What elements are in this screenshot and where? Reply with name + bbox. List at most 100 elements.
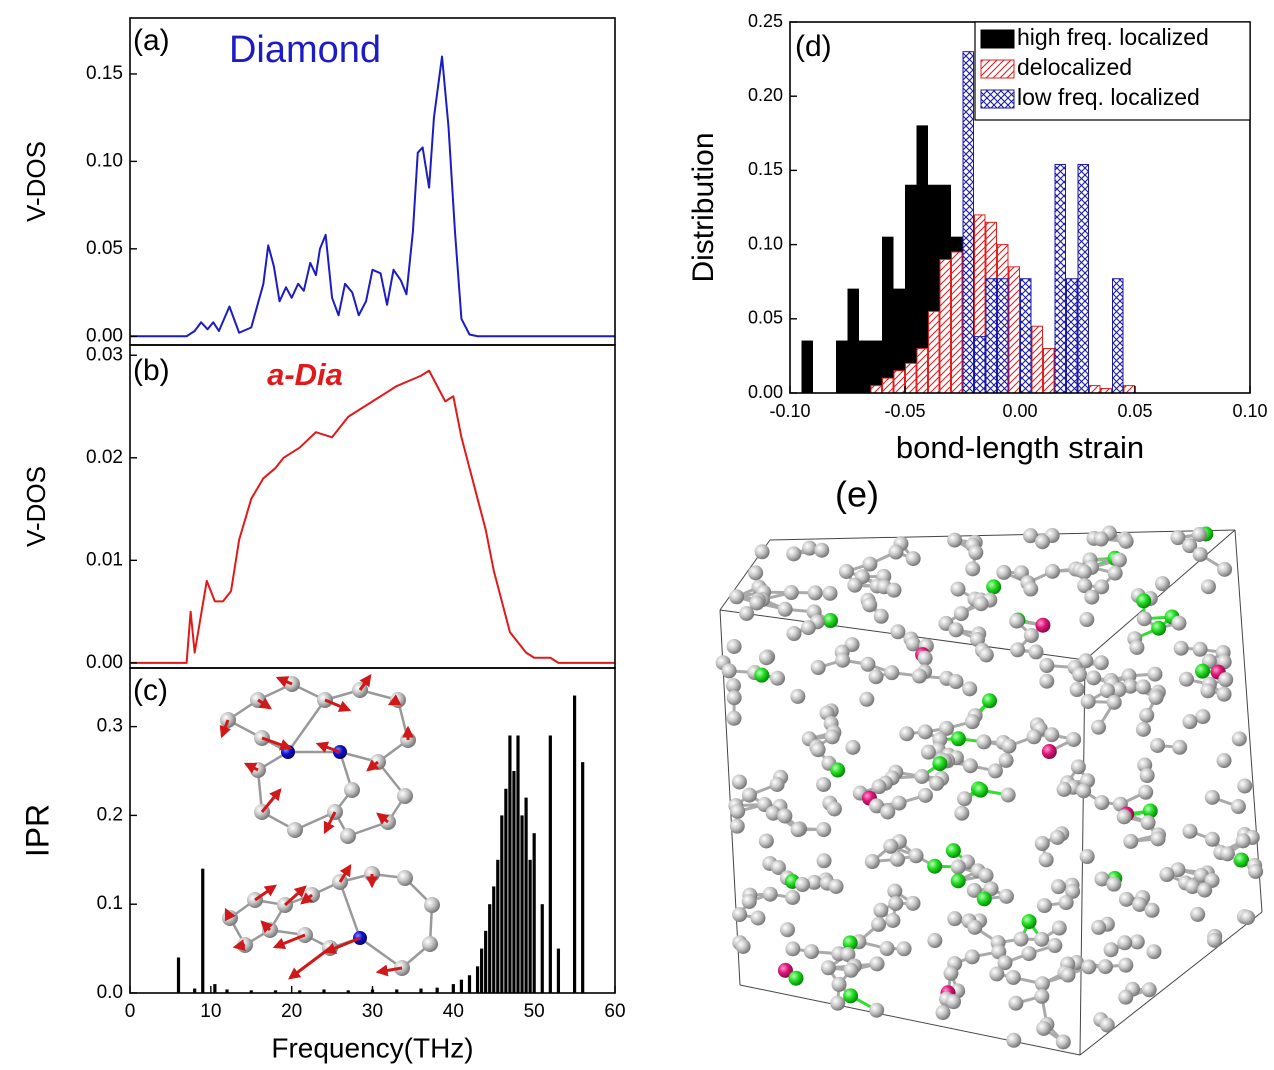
atom xyxy=(1201,579,1216,594)
atom xyxy=(897,941,912,956)
histogram-bar xyxy=(871,386,882,393)
atom xyxy=(830,763,845,778)
legend-label: delocalized xyxy=(1017,54,1132,80)
axes-frame xyxy=(130,345,615,668)
histogram-bar xyxy=(1113,279,1124,393)
atom xyxy=(795,877,810,892)
atom xyxy=(1035,534,1050,549)
histogram-bar xyxy=(802,341,813,393)
atom xyxy=(1138,785,1153,800)
atom xyxy=(1084,590,1099,605)
atom xyxy=(1052,921,1067,936)
atom xyxy=(862,597,877,612)
data-line xyxy=(130,56,615,336)
atom xyxy=(947,533,962,548)
bar xyxy=(581,762,584,993)
y-tick-label: 0.05 xyxy=(86,238,123,259)
atom xyxy=(1190,907,1205,922)
plot-area xyxy=(130,371,615,663)
atom xyxy=(816,822,831,837)
atom xyxy=(1077,565,1092,580)
atom xyxy=(732,907,747,922)
atom xyxy=(736,939,751,954)
atom xyxy=(1147,667,1162,682)
structure-inset xyxy=(220,676,416,844)
atom xyxy=(1159,867,1174,882)
atom xyxy=(786,546,801,561)
histogram-bar xyxy=(917,348,928,393)
atom xyxy=(759,833,774,848)
atom xyxy=(1001,739,1016,754)
atom xyxy=(424,897,440,913)
atom xyxy=(1039,674,1054,689)
atom xyxy=(962,681,977,696)
legend-label: high freq. localized xyxy=(1017,24,1209,50)
displacement-arrow xyxy=(235,945,245,947)
atom xyxy=(1146,944,1161,959)
panel-label: (e) xyxy=(835,474,879,515)
y-tick-label: 0.2 xyxy=(97,804,123,825)
atom xyxy=(918,724,933,739)
atom xyxy=(927,859,942,874)
histogram-bar xyxy=(940,259,951,393)
bar xyxy=(520,815,523,993)
data-line xyxy=(130,371,615,663)
atom xyxy=(1023,582,1038,597)
bar xyxy=(460,980,463,993)
atom xyxy=(873,903,888,918)
y-axis-label: V-DOS xyxy=(21,141,51,222)
atom xyxy=(785,890,800,905)
y-tick-label: 0.25 xyxy=(748,11,783,31)
atom xyxy=(1123,834,1138,849)
atom xyxy=(888,545,903,560)
atom xyxy=(918,788,933,803)
atom xyxy=(979,868,994,883)
atom xyxy=(770,777,785,792)
x-tick-label: 10 xyxy=(200,1001,221,1022)
atom xyxy=(996,565,1011,580)
atom xyxy=(950,582,965,597)
atom xyxy=(949,622,964,637)
atom xyxy=(821,960,836,975)
atom xyxy=(422,936,438,952)
atom xyxy=(1237,778,1252,793)
histogram-bar xyxy=(1078,164,1089,393)
atom xyxy=(1057,782,1072,797)
atom xyxy=(1136,722,1151,737)
legend: high freq. localizeddelocalizedlow freq.… xyxy=(975,22,1250,120)
atom xyxy=(859,692,874,707)
atom xyxy=(909,848,924,863)
atom xyxy=(801,620,816,635)
histogram-bar xyxy=(1021,279,1032,393)
atom xyxy=(829,879,844,894)
atom xyxy=(912,669,927,684)
atom xyxy=(888,896,903,911)
y-tick-label: 0.00 xyxy=(86,652,123,673)
atom xyxy=(1179,672,1194,687)
atom xyxy=(927,933,942,948)
atom xyxy=(1081,694,1096,709)
atom xyxy=(1034,989,1049,1004)
bar xyxy=(213,984,216,993)
x-tick-label: 0 xyxy=(125,1001,136,1022)
atom xyxy=(1059,895,1074,910)
histogram-bar xyxy=(894,371,905,393)
y-tick-label: 0.05 xyxy=(748,308,783,328)
atom xyxy=(954,606,969,621)
atom xyxy=(1050,830,1065,845)
bar xyxy=(504,789,507,993)
atom xyxy=(1136,593,1151,608)
atom xyxy=(816,777,831,792)
atom xyxy=(823,613,838,628)
atom xyxy=(976,734,991,749)
atom xyxy=(742,894,757,909)
histogram-bar xyxy=(883,378,894,393)
cell-edge xyxy=(1080,912,1262,1055)
y-tick-label: 0.10 xyxy=(748,233,783,253)
atom xyxy=(968,545,983,560)
atom xyxy=(951,873,966,888)
cell-edge xyxy=(740,985,1080,1055)
atom xyxy=(1039,658,1054,673)
atom xyxy=(1145,903,1160,918)
figure: 0.000.050.100.15(a)DiamondV-DOS0.000.010… xyxy=(0,0,1274,1070)
